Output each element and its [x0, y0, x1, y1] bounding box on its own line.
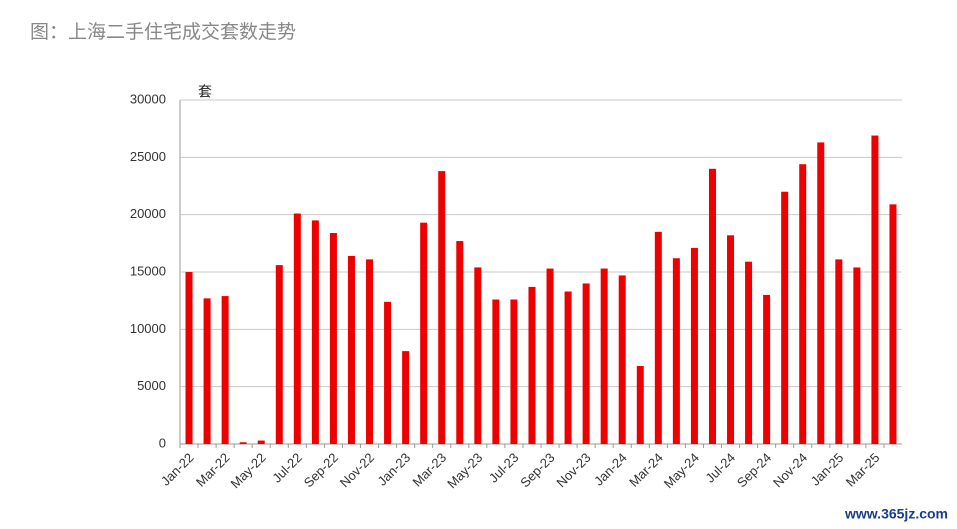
bar	[239, 442, 247, 444]
bar	[636, 366, 644, 444]
bar	[456, 241, 464, 444]
bar	[745, 261, 753, 444]
x-tick-label: May-24	[661, 450, 702, 491]
bar	[203, 298, 211, 444]
y-tick-label: 10000	[130, 321, 166, 336]
bar	[799, 164, 807, 445]
x-tick-label: Jul-22	[269, 450, 305, 486]
x-tick-label: Sep-24	[734, 450, 774, 490]
bar	[402, 351, 410, 444]
y-tick-label: 30000	[130, 91, 166, 106]
y-unit: 套	[198, 84, 212, 100]
y-tick-label: 20000	[130, 206, 166, 221]
bar	[871, 135, 879, 444]
bar	[835, 259, 843, 444]
y-tick-label: 25000	[130, 149, 166, 164]
bar	[708, 168, 716, 445]
bar	[853, 267, 861, 444]
bar	[672, 258, 680, 444]
bar	[384, 301, 392, 444]
bar	[185, 272, 193, 444]
bar	[510, 299, 518, 444]
x-tick-label: Sep-22	[301, 450, 341, 490]
bar	[690, 247, 698, 444]
bar	[618, 275, 626, 444]
bar	[654, 231, 662, 444]
bar	[257, 440, 265, 444]
bar	[817, 142, 825, 444]
bar	[366, 259, 374, 444]
bar	[329, 233, 337, 444]
y-tick-label: 5000	[137, 378, 166, 393]
chart-title: 图：上海二手住宅成交套数走势	[30, 21, 296, 43]
x-tick-label: May-23	[444, 450, 485, 491]
bar	[889, 204, 897, 444]
x-tick-label: Sep-23	[517, 450, 557, 490]
x-tick-label: Nov-22	[337, 450, 377, 490]
bar	[474, 267, 482, 444]
bar	[600, 268, 608, 444]
bar	[293, 213, 301, 444]
bar	[727, 235, 735, 444]
y-tick-label: 15000	[130, 263, 166, 278]
bar	[221, 296, 229, 444]
watermark: www.365jz.com	[844, 506, 948, 522]
bar	[438, 171, 446, 445]
x-tick-label: Jan-23	[374, 450, 413, 489]
x-tick-label: Mar-22	[193, 450, 233, 490]
bar	[275, 265, 283, 444]
bar	[528, 286, 536, 444]
x-tick-label: Mar-24	[626, 450, 666, 490]
x-tick-label: Jul-24	[702, 450, 738, 486]
bar	[492, 299, 500, 444]
bar	[582, 283, 590, 444]
bar	[781, 191, 789, 444]
x-tick-label: Nov-24	[770, 450, 810, 490]
x-tick-label: Nov-23	[553, 450, 593, 490]
bar	[546, 268, 554, 444]
bar	[763, 294, 771, 444]
bar	[311, 220, 319, 444]
x-tick-label: Mar-25	[843, 450, 883, 490]
bar	[564, 291, 572, 444]
bar	[347, 255, 355, 444]
x-tick-label: Jul-23	[486, 450, 522, 486]
x-tick-label: Mar-23	[410, 450, 450, 490]
x-tick-label: Jan-22	[158, 450, 197, 489]
bar	[420, 222, 428, 444]
x-tick-label: Jan-24	[591, 450, 630, 489]
x-tick-label: Jan-25	[808, 450, 847, 489]
x-tick-label: May-22	[228, 450, 269, 491]
y-tick-label: 0	[159, 435, 166, 450]
